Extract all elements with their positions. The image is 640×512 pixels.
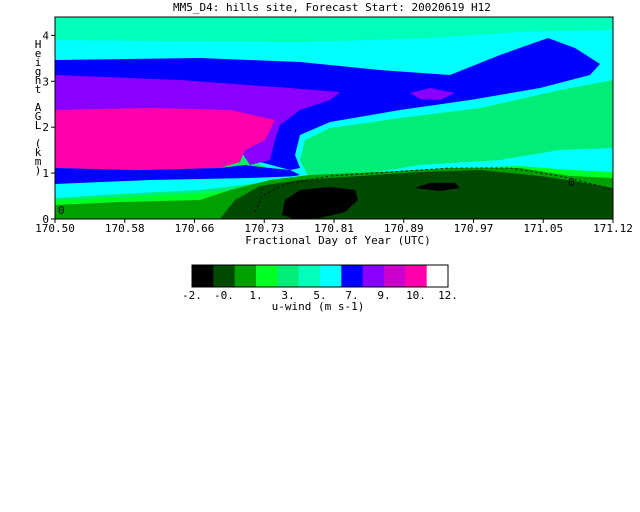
colorbar-swatch [192, 265, 214, 287]
colorbar-tick-label: 9. [377, 289, 390, 302]
band-5-7 [55, 38, 600, 170]
zero-contour-line [254, 167, 613, 213]
band-lt-neg1 [282, 187, 358, 219]
y-tick-label: 2 [42, 121, 49, 134]
x-tick-label: 170.66 [175, 222, 215, 235]
y-label-char: ( [35, 137, 42, 150]
band-7-9-blob [410, 88, 455, 100]
colorbar-tick-label: 1. [249, 289, 262, 302]
colorbar-swatch [298, 265, 321, 287]
y-tick-label: 3 [42, 75, 49, 88]
chart-title: MM5_D4: hills site, Forecast Start: 2002… [173, 1, 491, 14]
y-label-char: h [35, 74, 42, 87]
colorbar-swatch [234, 265, 257, 287]
x-axis-label: Fractional Day of Year (UTC) [245, 234, 430, 247]
colorbar-tick-label: 12. [438, 289, 458, 302]
colorbar-swatch [320, 265, 342, 287]
x-axis-ticks: 170.50 170.58 170.66 170.73 170.81 170.89 170.… [35, 219, 633, 235]
colorbar-swatch [362, 265, 385, 287]
colorbar-swatch [426, 265, 449, 287]
colorbar: -2. -0. 1. 3. 5. 7. 9. 10. 12. [182, 264, 458, 302]
y-label-char: L [35, 119, 42, 132]
x-tick-label: 170.89 [384, 222, 424, 235]
colorbar-tick-label: 3. [281, 289, 294, 302]
x-tick-label: 171.12 [593, 222, 633, 235]
x-tick-label: 170.97 [454, 222, 494, 235]
colorbar-swatch [341, 265, 364, 287]
y-axis-ticks: 0 1 2 3 4 [42, 29, 55, 226]
y-label-char: k [35, 146, 42, 159]
band-4-5-low [55, 176, 300, 198]
y-label-char: t [35, 83, 42, 96]
y-label-char: e [35, 47, 42, 60]
y-tick-label: 1 [42, 167, 49, 180]
colorbar-swatch [277, 265, 300, 287]
y-tick-label: 0 [42, 213, 49, 226]
x-tick-label: 170.81 [314, 222, 354, 235]
x-tick-label: 170.73 [244, 222, 284, 235]
x-tick-label: 170.50 [35, 222, 75, 235]
band-gt-9 [55, 108, 275, 170]
band-7-9 [55, 75, 340, 165]
y-label-char: G [35, 110, 42, 123]
y-label-char: m [35, 155, 42, 168]
y-label-char: g [35, 65, 42, 78]
contour-label: 0 [58, 204, 65, 217]
contour-label: 0 [568, 176, 575, 189]
y-label-char: H [35, 38, 42, 51]
colorbar-swatch [384, 265, 406, 287]
colorbar-tick-label: 10. [406, 289, 426, 302]
y-label-char: ) [35, 164, 42, 177]
y-tick-label: 4 [42, 29, 49, 42]
colorbar-swatch [405, 265, 428, 287]
x-tick-label: 171.05 [523, 222, 563, 235]
contour-plot-area: 0 0 [54, 16, 614, 220]
colorbar-tick-label: 7. [345, 289, 358, 302]
colorbar-frame [191, 264, 449, 288]
colorbar-tick-label: 5. [313, 289, 326, 302]
colorbar-label: u-wind (m s-1) [272, 300, 365, 313]
y-label-char: A [35, 101, 42, 114]
colorbar-swatch [256, 265, 278, 287]
colorbar-swatch [213, 265, 236, 287]
colorbar-tick-label: -0. [214, 289, 234, 302]
colorbar-tick-label: -2. [182, 289, 202, 302]
y-label-char: i [35, 56, 42, 69]
band-lt-neg1-blob [415, 183, 460, 191]
x-tick-label: 170.58 [105, 222, 145, 235]
